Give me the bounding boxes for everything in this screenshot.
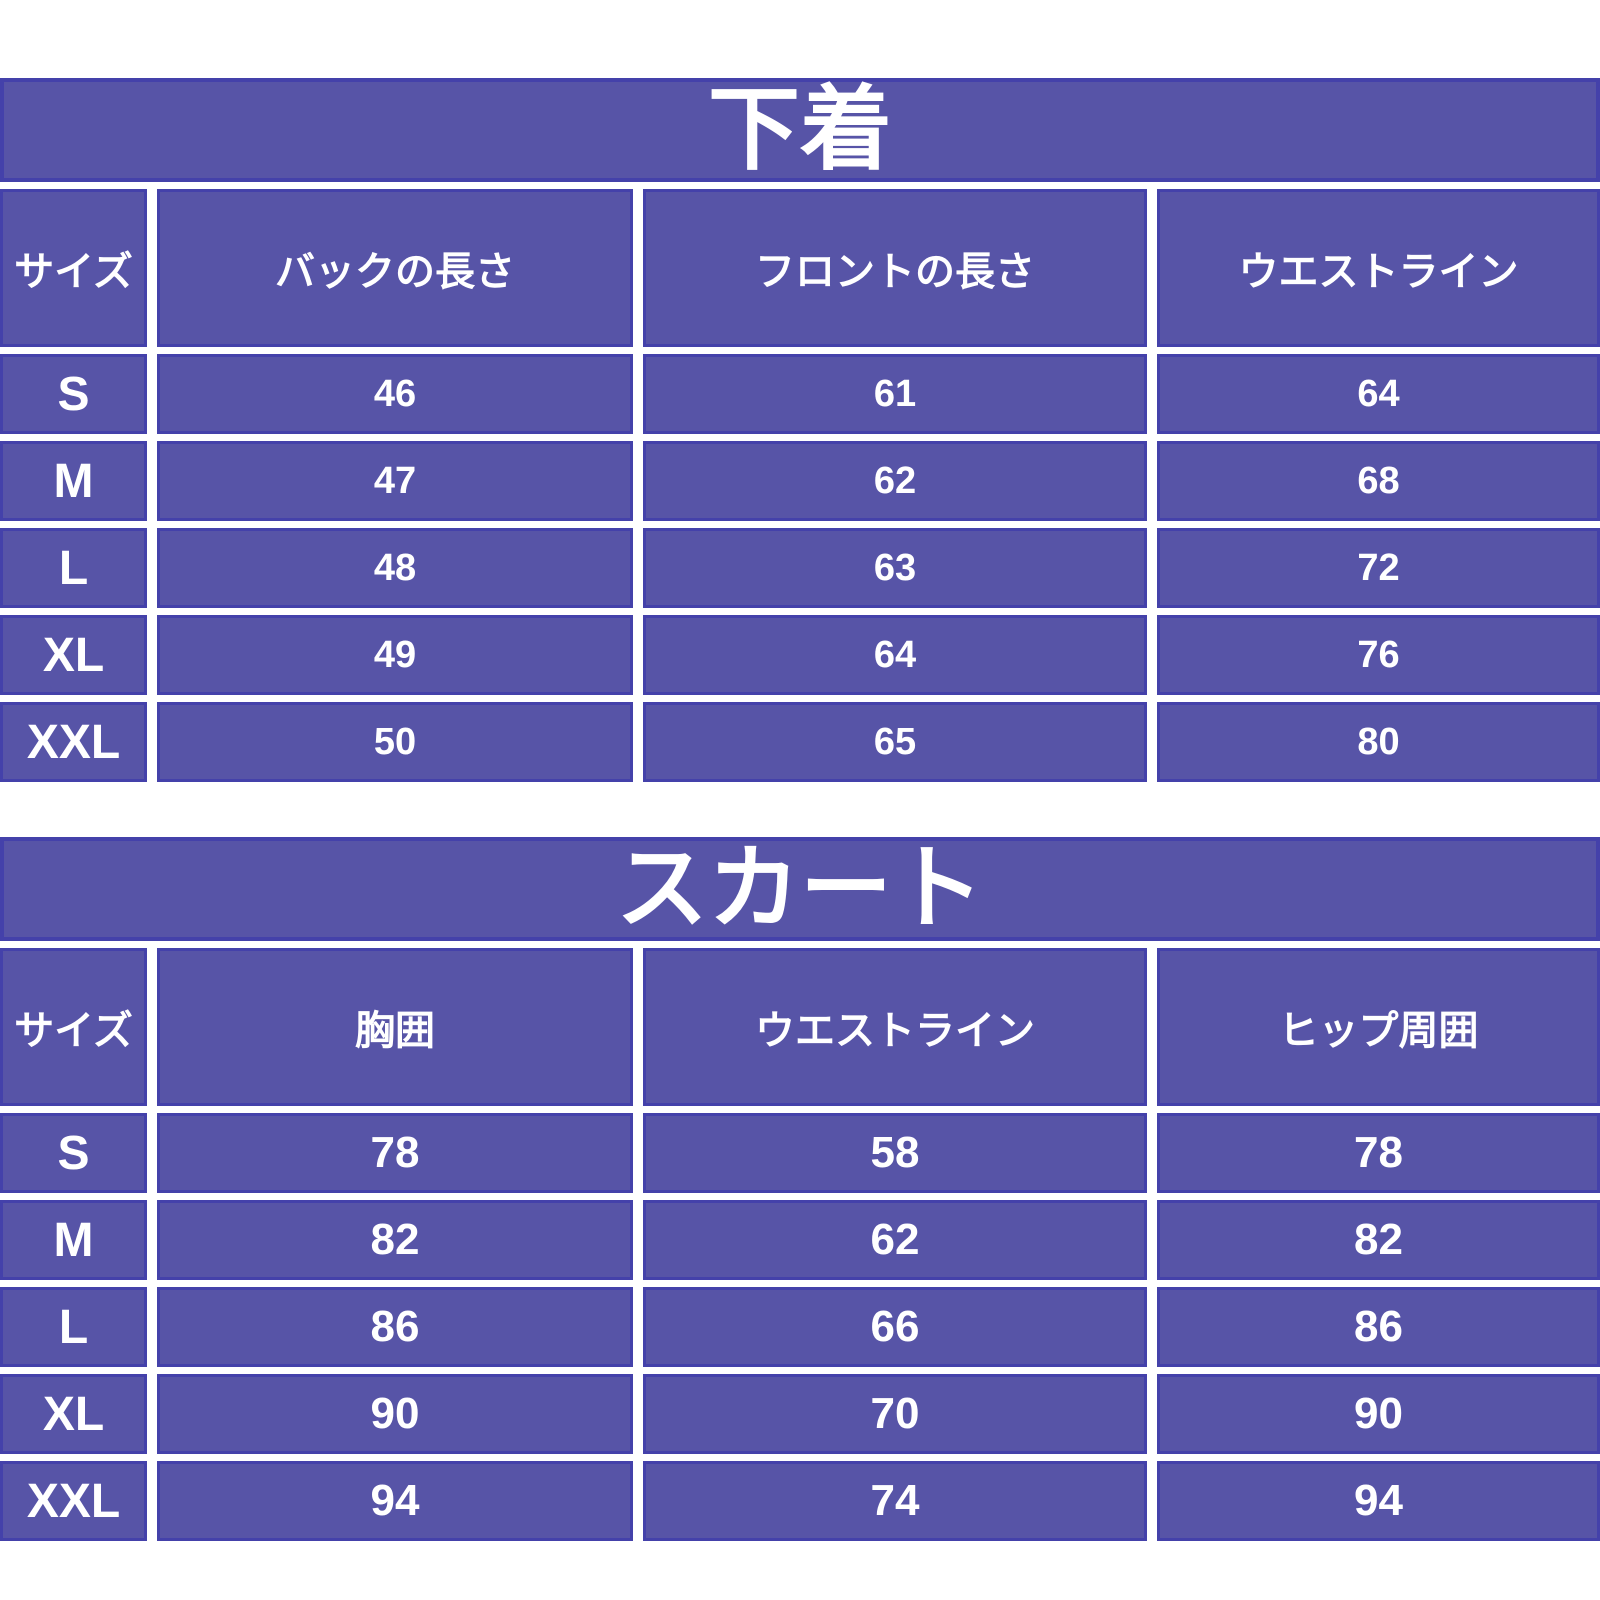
size-label-cell: M [0, 441, 147, 521]
value-cell: 74 [643, 1461, 1147, 1541]
value-cell: 62 [643, 1200, 1147, 1280]
value-cell: 50 [157, 702, 633, 782]
value-cell: 64 [1157, 354, 1600, 434]
size-label-cell: XXL [0, 702, 147, 782]
value-cell: 49 [157, 615, 633, 695]
table-title: スカート [615, 838, 984, 940]
value-cell: 78 [157, 1113, 633, 1193]
value-cell: 64 [643, 615, 1147, 695]
value-cell: 94 [157, 1461, 633, 1541]
table-title-bar: スカート [0, 837, 1600, 941]
value-cell: 70 [643, 1374, 1147, 1454]
size-label-cell: M [0, 1200, 147, 1280]
value-cell: 72 [1157, 528, 1600, 608]
value-cell: 90 [157, 1374, 633, 1454]
table-title-bar: 下着 [0, 78, 1600, 182]
size-label-cell: L [0, 528, 147, 608]
value-cell: 82 [157, 1200, 633, 1280]
value-cell: 86 [157, 1287, 633, 1367]
size-chart-skirt: スカート サイズ 胸囲 ウエストライン ヒップ周囲 S 78 58 78 M 82 62 82 L 86 6… [0, 837, 1600, 1541]
value-cell: 78 [1157, 1113, 1600, 1193]
size-label-cell: S [0, 1113, 147, 1193]
size-table: サイズ バックの長さ フロントの長さ ウエストライン S 46 61 64 M 47 62 68 L 48… [0, 189, 1600, 782]
value-cell: 47 [157, 441, 633, 521]
value-cell: 68 [1157, 441, 1600, 521]
size-label-cell: XXL [0, 1461, 147, 1541]
size-label-cell: S [0, 354, 147, 434]
size-label-cell: L [0, 1287, 147, 1367]
size-label-cell: XL [0, 1374, 147, 1454]
value-cell: 90 [1157, 1374, 1600, 1454]
value-cell: 58 [643, 1113, 1147, 1193]
size-label-cell: XL [0, 615, 147, 695]
value-cell: 76 [1157, 615, 1600, 695]
value-cell: 48 [157, 528, 633, 608]
value-cell: 82 [1157, 1200, 1600, 1280]
header-cell: ウエストライン [1157, 189, 1600, 347]
size-table: サイズ 胸囲 ウエストライン ヒップ周囲 S 78 58 78 M 82 62 82 L 86 66 86 XL… [0, 948, 1600, 1541]
value-cell: 62 [643, 441, 1147, 521]
value-cell: 94 [1157, 1461, 1600, 1541]
value-cell: 63 [643, 528, 1147, 608]
size-chart-underwear: 下着 サイズ バックの長さ フロントの長さ ウエストライン S 46 61 64 M 47 62 68… [0, 78, 1600, 782]
value-cell: 46 [157, 354, 633, 434]
value-cell: 61 [643, 354, 1147, 434]
header-cell-size: サイズ [0, 948, 147, 1106]
value-cell: 65 [643, 702, 1147, 782]
header-cell-size: サイズ [0, 189, 147, 347]
header-cell: ウエストライン [643, 948, 1147, 1106]
size-chart-page: 下着 サイズ バックの長さ フロントの長さ ウエストライン S 46 61 64 M 47 62 68… [0, 78, 1600, 1541]
header-cell: ヒップ周囲 [1157, 948, 1600, 1106]
value-cell: 80 [1157, 702, 1600, 782]
value-cell: 66 [643, 1287, 1147, 1367]
header-cell: バックの長さ [157, 189, 633, 347]
header-cell: 胸囲 [157, 948, 633, 1106]
table-title: 下着 [707, 79, 892, 181]
value-cell: 86 [1157, 1287, 1600, 1367]
header-cell: フロントの長さ [643, 189, 1147, 347]
